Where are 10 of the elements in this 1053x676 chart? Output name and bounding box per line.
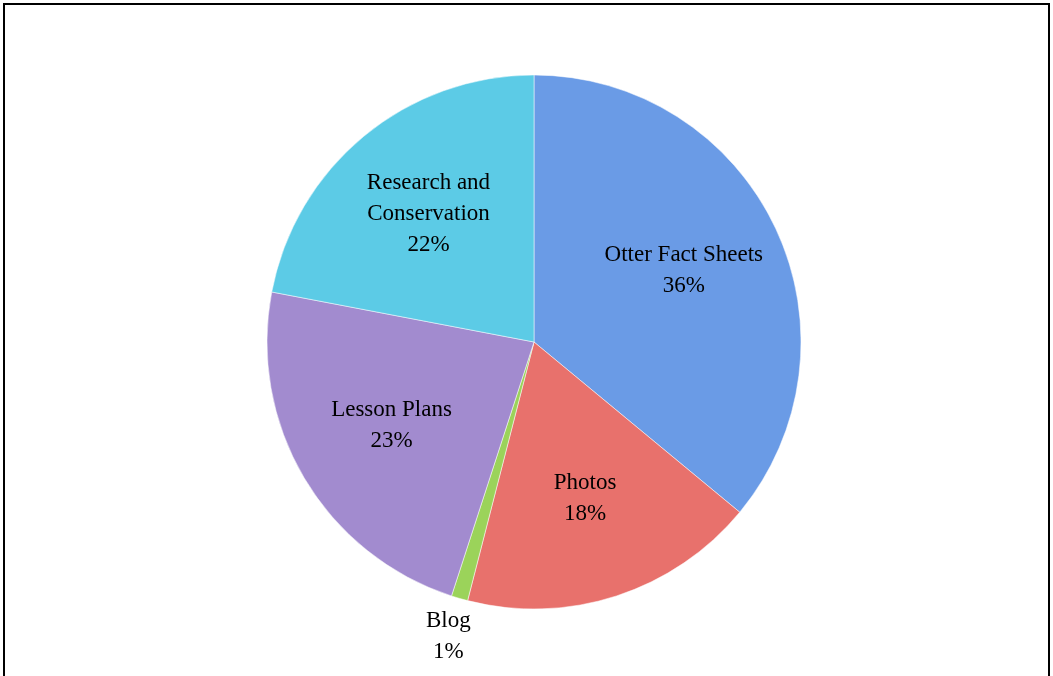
data-label: 23% <box>370 427 413 453</box>
data-label: 22% <box>407 230 450 256</box>
slice-label: Research and Conservation <box>366 168 491 225</box>
slice-label: Lesson Plans <box>331 396 452 422</box>
slice-label: Photos <box>553 469 617 495</box>
slice-label: Otter Fact Sheets <box>604 241 764 267</box>
slice-label: Blog <box>425 606 472 632</box>
data-label: 18% <box>564 500 607 526</box>
data-label: 36% <box>662 272 705 298</box>
data-label: 1% <box>433 637 464 663</box>
